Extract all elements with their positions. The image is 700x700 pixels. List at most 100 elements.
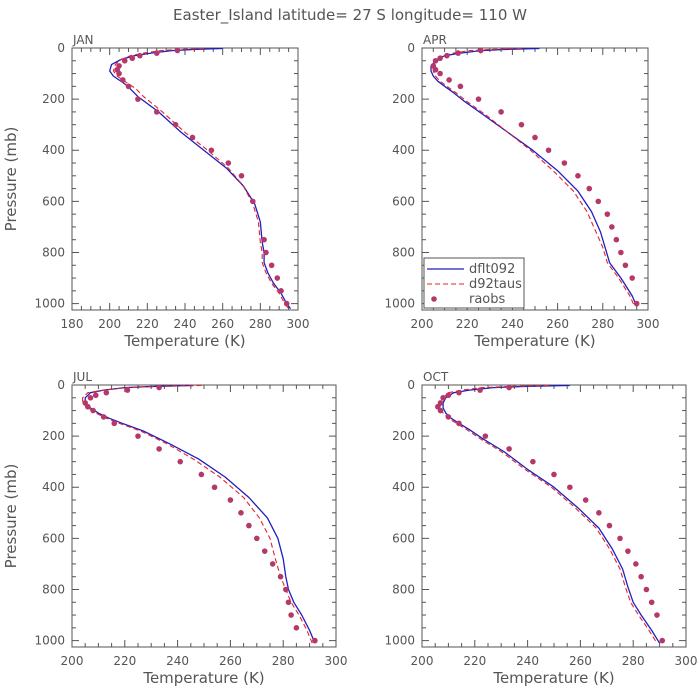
plot-frame	[71, 47, 299, 311]
y-tick-label: 800	[42, 245, 65, 259]
x-tick-label: 300	[325, 654, 348, 668]
panel-jul: 0 200 400 600 800 1000 200 220 240 260 280 300 Tempe…	[2, 370, 347, 687]
y-tick-label: 400	[392, 143, 415, 157]
raobs-point	[633, 561, 639, 567]
raobs-point	[285, 599, 292, 606]
raobs-point	[278, 288, 284, 294]
y-tick-label: 0	[407, 41, 415, 55]
raobs-point	[498, 109, 504, 115]
raobs-point	[625, 548, 631, 554]
y-tick-label: 800	[42, 582, 65, 596]
x-tick-label: 220	[456, 317, 479, 331]
raobs-point	[586, 185, 593, 192]
y-tick-label: 600	[42, 194, 65, 208]
raobs-point	[153, 109, 160, 115]
raobs-point	[116, 70, 122, 77]
raobs-point	[582, 497, 589, 503]
raobs-point	[153, 50, 160, 56]
dflt092-line	[109, 48, 292, 310]
x-tick-label: 260	[219, 654, 242, 668]
raobs-point	[457, 83, 464, 90]
x-tick-label: 280	[249, 317, 272, 331]
y-tick-label: 1000	[34, 634, 65, 648]
y-tick-label: 800	[392, 245, 415, 259]
raobs-point	[211, 484, 218, 491]
raobs-point	[437, 407, 444, 414]
raobs-point	[238, 173, 245, 179]
raobs-point	[121, 57, 128, 64]
raobs-point	[172, 121, 179, 128]
panel-label-jul: JUL	[72, 370, 92, 384]
d92taus-line	[82, 385, 313, 644]
raobs-point	[103, 389, 110, 396]
x-tick-label: 300	[637, 317, 660, 331]
raobs-point	[293, 625, 300, 631]
y-axis-label: Pressure (mb)	[2, 127, 20, 232]
raobs-point	[456, 420, 462, 427]
x-axis-label: Temperature (K)	[142, 669, 264, 687]
raobs-point	[445, 414, 452, 420]
raobs-point	[477, 48, 484, 54]
raobs-point	[437, 55, 443, 62]
raobs-point	[606, 522, 613, 529]
raobs-point	[208, 147, 215, 154]
y-tick-label: 400	[392, 480, 415, 494]
raobs-point	[456, 389, 462, 396]
raobs-point	[225, 160, 232, 166]
raobs-point	[617, 535, 623, 542]
raobs-point	[268, 262, 275, 269]
raobs-point	[567, 484, 573, 491]
x-tick-label: 200	[411, 654, 434, 668]
y-tick-label: 1000	[384, 634, 415, 648]
x-tick-label: 200	[98, 317, 121, 331]
x-tick-label: 280	[591, 317, 614, 331]
raobs-point	[575, 173, 581, 179]
d92taus-line	[432, 48, 635, 307]
raobs-point	[604, 211, 611, 217]
y-tick-label: 600	[392, 194, 415, 208]
legend-box	[423, 257, 525, 309]
raobs-point	[648, 599, 655, 606]
legend-label-d92taus: d92taus	[469, 277, 522, 292]
x-tick-label: 260	[211, 317, 234, 331]
raobs-point	[263, 249, 269, 256]
x-tick-label: 220	[136, 317, 159, 331]
series-group	[109, 48, 292, 310]
legend-label-dflt092: dflt092	[469, 262, 515, 277]
d92taus-line	[439, 385, 658, 644]
raobs-point	[444, 52, 450, 59]
raobs-point	[283, 586, 289, 593]
raobs-point	[532, 134, 538, 141]
raobs-point	[455, 50, 461, 56]
raobs-point	[125, 83, 132, 90]
raobs-point	[288, 612, 294, 618]
raobs-point	[618, 249, 624, 256]
raobs-point	[100, 414, 107, 420]
raobs-point	[506, 446, 512, 452]
raobs-point	[124, 387, 131, 393]
raobs-point	[198, 471, 205, 478]
dflt092-line	[84, 385, 316, 644]
series-group	[82, 385, 318, 644]
raobs-point	[518, 121, 525, 128]
y-tick-label: 200	[392, 429, 415, 443]
raobs-point	[189, 134, 196, 141]
raobs-point	[595, 198, 602, 205]
raobs-point	[613, 236, 620, 243]
raobs-point	[156, 446, 162, 452]
raobs-point	[120, 77, 126, 83]
raobs-point	[432, 57, 439, 64]
y-tick-label: 0	[57, 41, 65, 55]
raobs-point	[654, 612, 660, 618]
y-tick-label: 600	[42, 531, 65, 545]
raobs-point	[283, 300, 290, 307]
y-tick-label: 200	[42, 92, 65, 106]
raobs-point	[156, 385, 162, 391]
raobs-point	[135, 433, 141, 439]
x-tick-label: 220	[463, 654, 486, 668]
chart-title: Easter_Island latitude= 27 S longitude= …	[173, 6, 527, 25]
y-tick-label: 400	[42, 480, 65, 494]
raobs-point	[561, 160, 568, 166]
panel-oct: 0 200 400 600 800 1000 200 220 240 260 280 300 Tempe…	[384, 370, 697, 687]
